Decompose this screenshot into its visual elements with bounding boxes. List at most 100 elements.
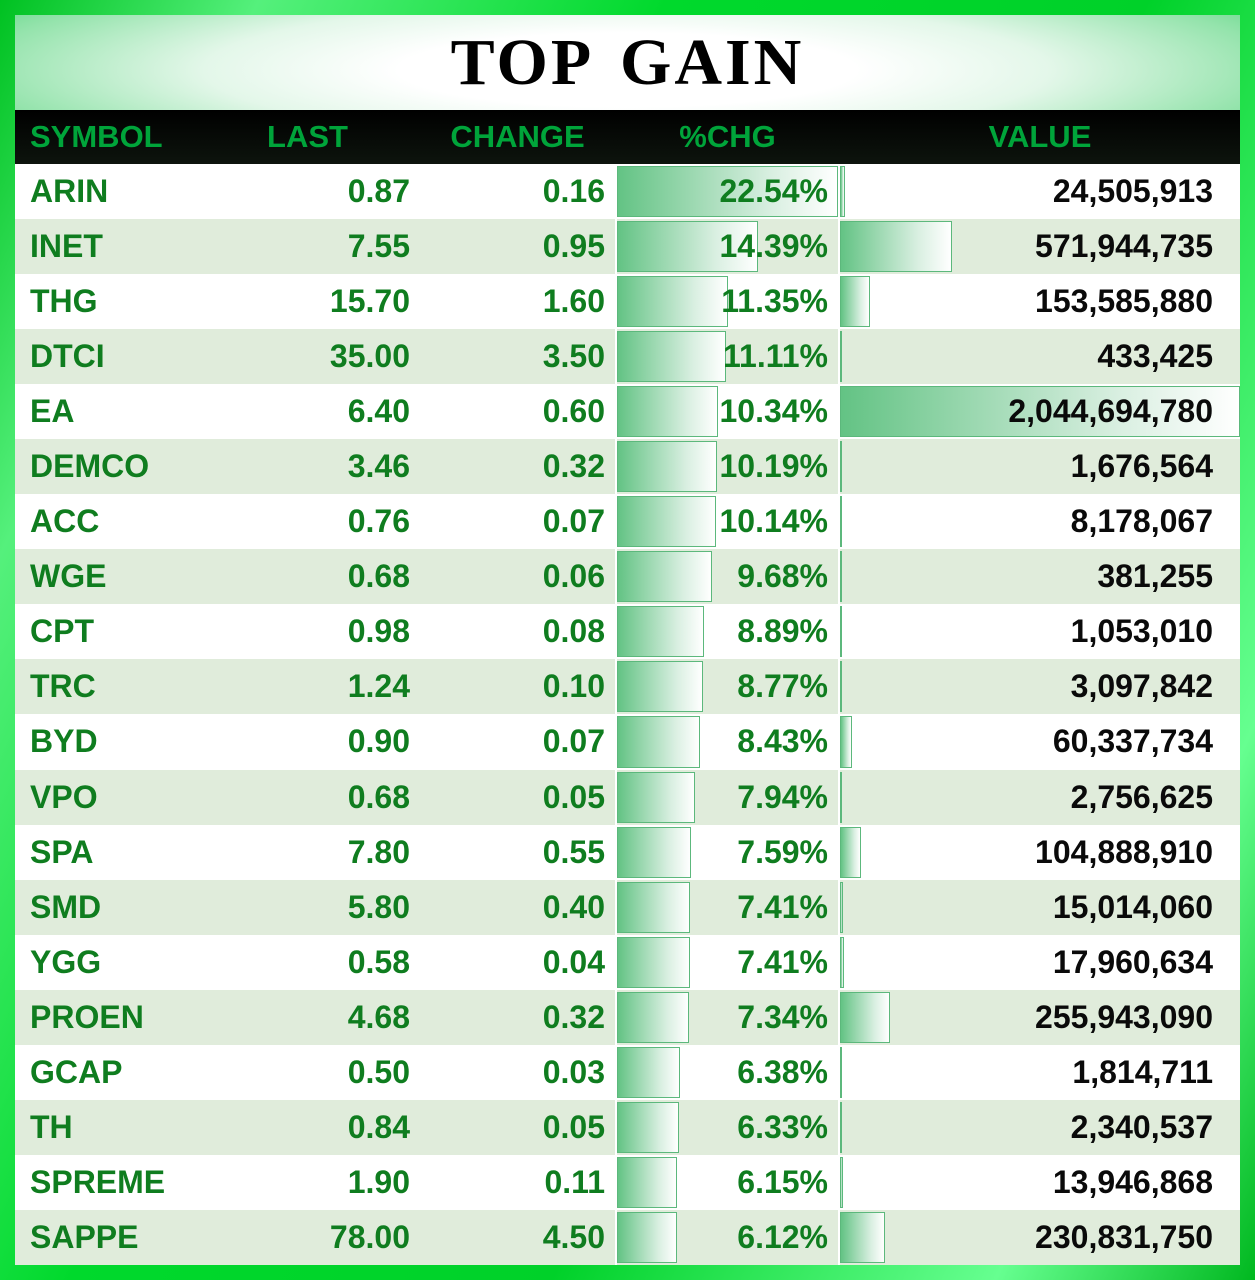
pct-change-bar — [617, 221, 758, 273]
pct-change-cell: 7.41% — [615, 879, 840, 935]
value-text: 1,814,711 — [1072, 1053, 1213, 1090]
value-bar — [840, 331, 842, 383]
value-text: 433,425 — [1097, 338, 1213, 375]
value-bar — [840, 1211, 886, 1263]
value-bar — [840, 1101, 842, 1153]
last-price-cell: 0.90 — [347, 723, 410, 760]
pct-change-cell: 7.41% — [615, 934, 840, 990]
value-bar — [840, 386, 1240, 438]
pct-change-bar — [617, 331, 726, 383]
value-text: 15,014,060 — [1052, 888, 1213, 925]
value-cell: 1,676,564 — [840, 439, 1240, 494]
value-text: 8,178,067 — [1070, 503, 1213, 540]
last-price-cell: 1.90 — [347, 1163, 410, 1200]
table-row: SPREME 1.90 0.11 6.15% 13,946,868 — [15, 1154, 1240, 1210]
value-bar — [840, 1156, 843, 1208]
value-cell: 381,255 — [840, 549, 1240, 604]
value-cell: 13,946,868 — [840, 1155, 1240, 1210]
value-bar — [840, 936, 844, 988]
pct-change-text: 6.15% — [737, 1163, 828, 1200]
pct-change-cell: 10.14% — [615, 494, 840, 550]
change-cell: 0.05 — [542, 1108, 605, 1145]
pct-change-cell: 9.68% — [615, 549, 840, 605]
value-text: 104,888,910 — [1035, 833, 1213, 870]
value-bar — [840, 221, 952, 273]
symbol-cell: ARIN — [30, 173, 109, 210]
column-header-pct-chg: %CHG — [679, 119, 776, 154]
pct-change-bar — [617, 661, 703, 713]
pct-change-cell: 10.34% — [615, 384, 840, 440]
last-price-cell: 0.68 — [347, 558, 410, 595]
symbol-cell: WGE — [30, 558, 107, 595]
table-row: PROEN 4.68 0.32 7.34% 255,943,090 — [15, 989, 1240, 1045]
pct-change-bar — [617, 166, 838, 218]
symbol-cell: SMD — [30, 888, 102, 925]
pct-change-bar — [617, 1046, 680, 1098]
table-row: EA 6.40 0.60 10.34% 2,044,694,780 — [15, 384, 1240, 440]
value-bar — [840, 1046, 842, 1098]
value-bar — [840, 826, 861, 878]
table-row: SAPPE 78.00 4.50 6.12% 230,831,750 — [15, 1209, 1240, 1265]
pct-change-bar — [617, 551, 712, 603]
symbol-cell: SPA — [30, 833, 94, 870]
change-cell: 0.05 — [542, 778, 605, 815]
pct-change-text: 7.41% — [737, 888, 828, 925]
value-text: 60,337,734 — [1052, 723, 1213, 760]
table-row: TH 0.84 0.05 6.33% 2,340,537 — [15, 1099, 1240, 1155]
value-cell: 230,831,750 — [840, 1210, 1240, 1265]
table-row: INET 7.55 0.95 14.39% 571,944,735 — [15, 219, 1240, 275]
last-price-cell: 3.46 — [347, 448, 410, 485]
value-cell: 3,097,842 — [840, 659, 1240, 714]
column-header-change: CHANGE — [450, 119, 585, 154]
last-price-cell: 4.68 — [347, 998, 410, 1035]
pct-change-text: 7.41% — [737, 943, 828, 980]
title-band: TOP GAIN — [15, 15, 1240, 110]
table-row: BYD 0.90 0.07 8.43% 60,337,734 — [15, 714, 1240, 770]
pct-change-cell: 6.12% — [615, 1209, 840, 1265]
value-bar — [840, 716, 852, 768]
value-text: 13,946,868 — [1052, 1163, 1213, 1200]
value-text: 1,053,010 — [1070, 613, 1213, 650]
symbol-cell: ACC — [30, 503, 100, 540]
last-price-cell: 1.24 — [347, 668, 410, 705]
table-row: VPO 0.68 0.05 7.94% 2,756,625 — [15, 769, 1240, 825]
last-price-cell: 7.80 — [347, 833, 410, 870]
value-cell: 8,178,067 — [840, 494, 1240, 549]
pct-change-text: 11.11% — [723, 338, 828, 375]
pct-change-cell: 7.59% — [615, 824, 840, 880]
pct-change-text: 8.77% — [737, 668, 828, 705]
change-cell: 0.10 — [542, 668, 605, 705]
pct-change-text: 22.54% — [719, 173, 828, 210]
pct-change-cell: 14.39% — [615, 219, 840, 275]
pct-change-bar — [617, 936, 690, 988]
value-cell: 2,756,625 — [840, 770, 1240, 825]
table-row: DEMCO 3.46 0.32 10.19% 1,676,564 — [15, 439, 1240, 495]
symbol-cell: THG — [30, 283, 98, 320]
last-price-cell: 78.00 — [329, 1218, 410, 1255]
pct-change-text: 7.34% — [737, 998, 828, 1035]
value-bar — [840, 551, 842, 603]
table-row: YGG 0.58 0.04 7.41% 17,960,634 — [15, 934, 1240, 990]
value-cell: 104,888,910 — [840, 825, 1240, 880]
last-price-cell: 0.98 — [347, 613, 410, 650]
value-bar — [840, 606, 842, 658]
symbol-cell: GCAP — [30, 1053, 123, 1090]
value-text: 24,505,913 — [1052, 173, 1213, 210]
pct-change-cell: 7.94% — [615, 769, 840, 825]
pct-change-bar — [617, 441, 717, 493]
change-cell: 0.06 — [542, 558, 605, 595]
value-text: 2,044,694,780 — [1008, 393, 1213, 430]
change-cell: 4.50 — [542, 1218, 605, 1255]
value-text: 2,756,625 — [1070, 778, 1213, 815]
pct-change-bar — [617, 1156, 678, 1208]
change-cell: 0.03 — [542, 1053, 605, 1090]
pct-change-text: 9.68% — [737, 558, 828, 595]
pct-change-text: 8.43% — [737, 723, 828, 760]
pct-change-bar — [617, 386, 719, 438]
pct-change-text: 7.94% — [737, 778, 828, 815]
column-header-symbol: SYMBOL — [30, 119, 163, 154]
value-text: 1,676,564 — [1070, 448, 1213, 485]
pct-change-cell: 6.38% — [615, 1044, 840, 1100]
pct-change-cell: 8.89% — [615, 604, 840, 660]
value-cell: 15,014,060 — [840, 880, 1240, 935]
